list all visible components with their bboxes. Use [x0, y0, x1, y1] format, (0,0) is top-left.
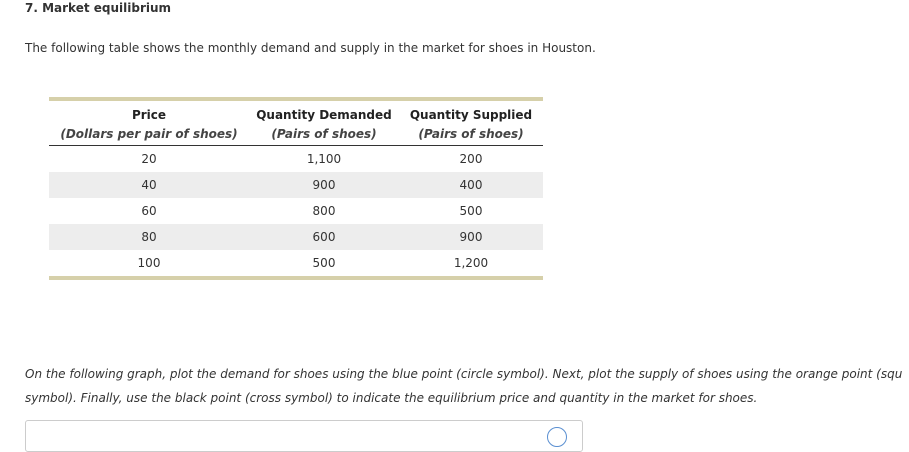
cell-quantity-supplied: 400 — [399, 172, 543, 198]
header-quantity-supplied: Quantity Supplied — [409, 108, 533, 122]
instructions-line-2: symbol). Finally, use the black point (c… — [25, 391, 758, 405]
table-row: 20 1,100 200 — [49, 146, 543, 173]
market-table: Price Quantity Demanded Quantity Supplie… — [49, 101, 543, 276]
cell-quantity-demanded: 500 — [312, 256, 336, 270]
question-heading: 7. Market equilibrium — [25, 1, 172, 15]
cell-quantity-supplied: 1,200 — [453, 256, 489, 270]
unit-quantity-demanded: (Pairs of shoes) — [249, 123, 399, 146]
unit-quantity-supplied: (Pairs of shoes) — [399, 123, 543, 146]
cell-price: 40 — [49, 172, 249, 198]
help-circle-icon[interactable] — [547, 427, 567, 447]
header-quantity-demanded: Quantity Demanded — [256, 108, 392, 122]
cell-price: 100 — [137, 256, 161, 270]
table-row: 40 900 400 — [49, 172, 543, 198]
header-price: Price — [131, 108, 167, 122]
table-header-row: Price Quantity Demanded Quantity Supplie… — [49, 101, 543, 123]
cell-quantity-demanded: 800 — [312, 204, 336, 218]
market-table-container: Price Quantity Demanded Quantity Supplie… — [49, 97, 543, 280]
table-row: 100 500 1,200 — [49, 250, 543, 276]
table-row: 80 600 900 — [49, 224, 543, 250]
cell-quantity-demanded: 600 — [249, 224, 399, 250]
cell-price: 60 — [141, 204, 157, 218]
table-row: 60 800 500 — [49, 198, 543, 224]
cell-quantity-demanded: 900 — [249, 172, 399, 198]
table-units-row: (Dollars per pair of shoes) (Pairs of sh… — [49, 123, 543, 146]
cell-price: 80 — [49, 224, 249, 250]
graph-panel[interactable] — [25, 420, 583, 452]
cell-quantity-supplied: 500 — [459, 204, 483, 218]
unit-price: (Dollars per pair of shoes) — [49, 123, 249, 146]
graph-instructions: On the following graph, plot the demand … — [25, 362, 909, 410]
instructions-line-1: On the following graph, plot the demand … — [25, 367, 903, 381]
intro-text: The following table shows the monthly de… — [25, 41, 596, 55]
cell-quantity-supplied: 900 — [399, 224, 543, 250]
cell-price: 20 — [141, 152, 157, 166]
cell-quantity-demanded: 1,100 — [306, 152, 342, 166]
cell-quantity-supplied: 200 — [459, 152, 483, 166]
